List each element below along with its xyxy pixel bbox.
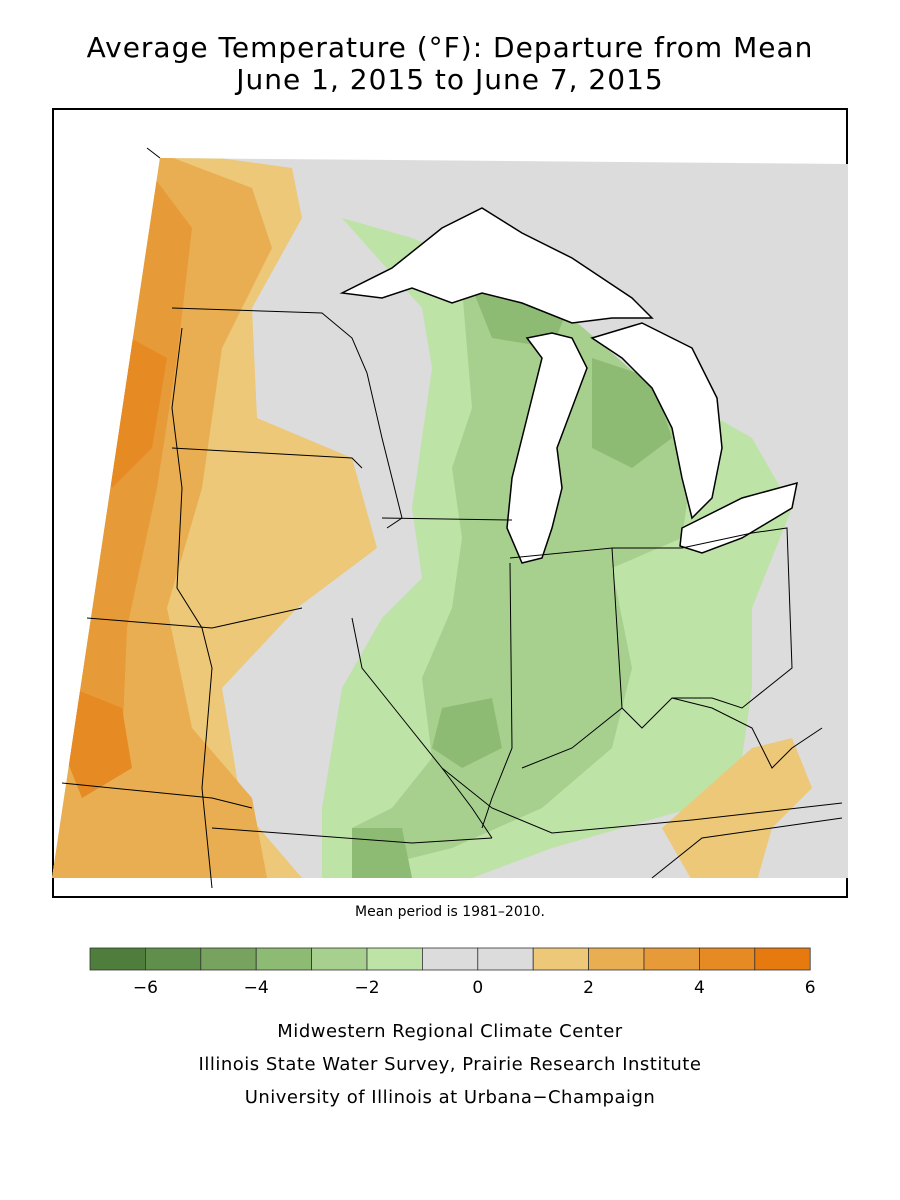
legend-swatch (366, 947, 423, 971)
color-scale-legend: −6 −4 −2 0 2 4 6 (89, 947, 816, 998)
credit-mrcc: Midwestern Regional Climate Center (277, 1021, 623, 1042)
lake-huron (590, 322, 723, 520)
temperature-departure-map (52, 108, 848, 898)
map-date-range: June 1, 2015 to June 7, 2015 (236, 63, 664, 96)
legend-swatch (89, 947, 146, 971)
legend-tick-label: −2 (354, 978, 379, 998)
southwest-hot-core (62, 688, 132, 798)
legend-swatch (200, 947, 257, 971)
legend-tick-label: −4 (244, 978, 269, 998)
map-title: Average Temperature (°F): Departure from… (86, 31, 814, 64)
lake-michigan (506, 332, 588, 564)
credit-isws: Illinois State Water Survey, Prairie Res… (198, 1054, 702, 1075)
legend-swatch (311, 947, 368, 971)
legend-tick-label: 4 (694, 978, 705, 998)
cool-core-illinois (432, 698, 502, 768)
legend-ticks: −6 −4 −2 0 2 4 6 (133, 978, 816, 998)
legend-swatch (588, 947, 645, 971)
legend-swatch (477, 947, 534, 971)
legend-swatch (643, 947, 700, 971)
lake-superior (339, 207, 654, 324)
mean-period-note: Mean period is 1981–2010. (355, 904, 545, 920)
southeast-warm-region (662, 738, 812, 878)
legend-swatch (255, 947, 312, 971)
legend-swatch (754, 947, 811, 971)
legend-swatch (421, 947, 479, 971)
legend-tick-label: 2 (583, 978, 594, 998)
legend-tick-label: 6 (805, 978, 816, 998)
legend-swatch (145, 947, 202, 971)
state-borders (61, 147, 843, 889)
legend-swatch (699, 947, 756, 971)
lakes (339, 207, 798, 564)
legend-swatches (89, 947, 811, 971)
legend-tick-label: 0 (472, 978, 483, 998)
credit-uiuc: University of Illinois at Urbana−Champai… (244, 1087, 656, 1108)
legend-tick-label: −6 (133, 978, 158, 998)
cool-core-south (352, 828, 412, 878)
legend-swatch (532, 947, 590, 971)
